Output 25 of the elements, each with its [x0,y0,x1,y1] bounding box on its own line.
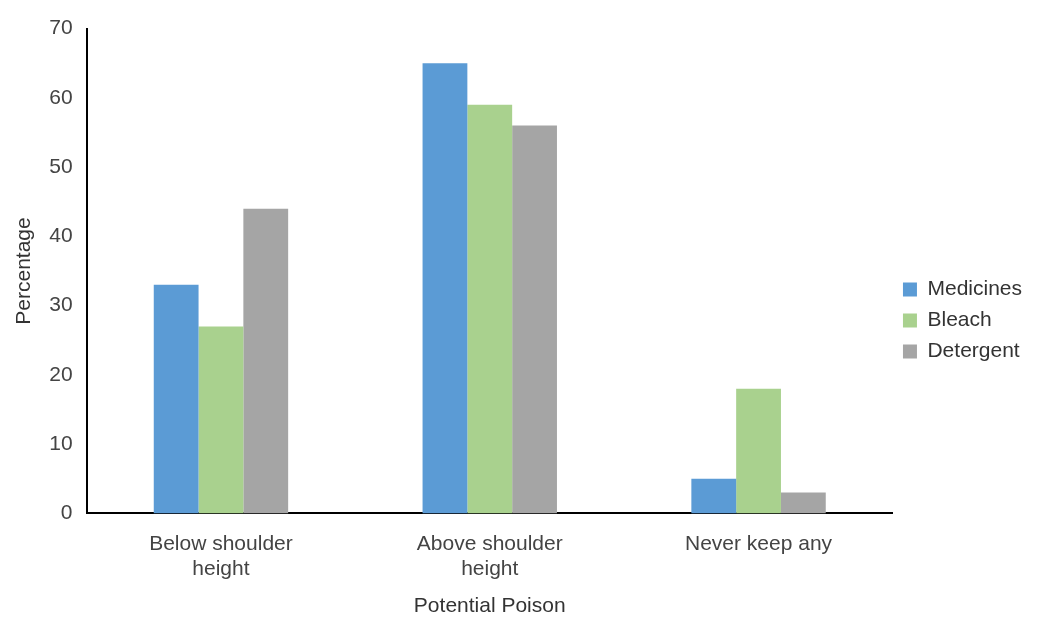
bar [243,208,289,514]
y-tick-label: 50 [49,153,73,177]
bar [512,125,557,514]
bar [467,104,513,514]
bar [422,63,468,514]
bar [153,284,199,514]
x-tick-label: Below shoulder height [149,530,293,579]
y-tick-label: 40 [49,223,73,247]
bar [691,478,737,514]
y-tick-label: 60 [49,84,73,108]
legend-label: Bleach [927,307,992,331]
x-tick-label: Above shoulder height [416,530,563,579]
bar [780,492,826,514]
y-axis-title: Percentage [11,217,35,325]
bar [198,326,244,514]
x-tick-label: Never keep any [685,530,833,554]
legend-label: Detergent [927,338,1020,362]
y-tick-label: 30 [49,292,73,316]
legend-label: Medicines [927,276,1023,300]
y-tick-label: 70 [49,15,73,39]
y-tick-label: 0 [60,500,73,524]
x-axis-title: Potential Poison [413,593,566,617]
bar [736,388,781,514]
y-tick-label: 20 [49,361,73,385]
y-tick-label: 10 [49,430,73,454]
